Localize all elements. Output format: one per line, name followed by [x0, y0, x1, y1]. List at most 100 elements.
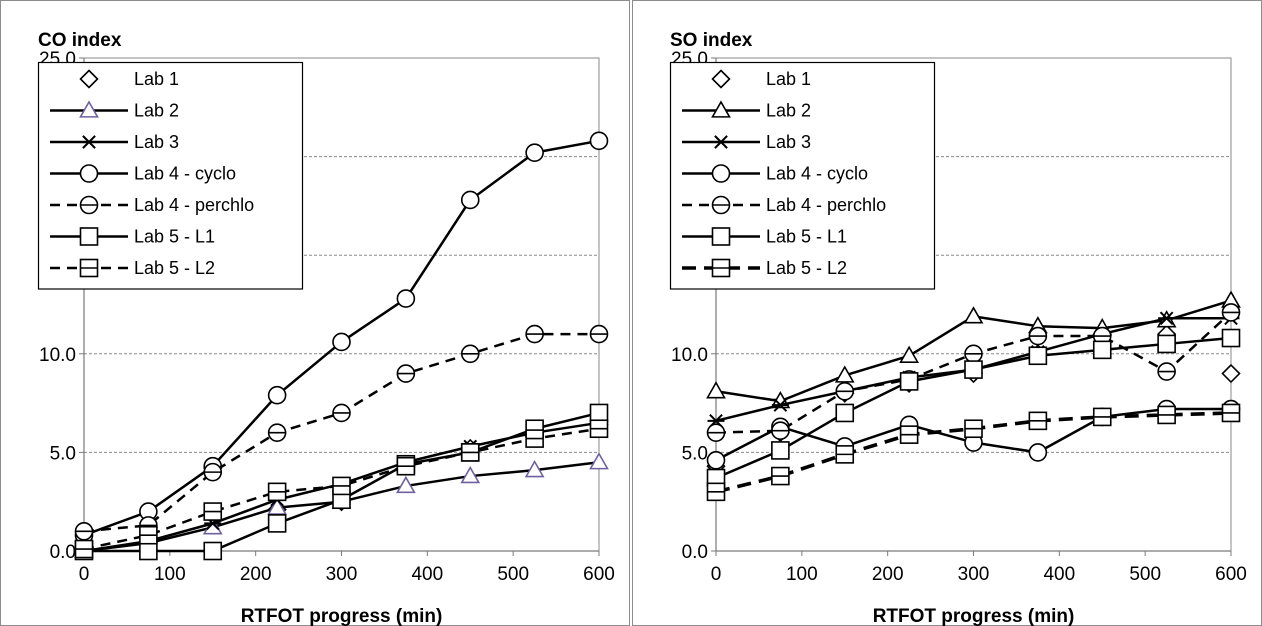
data-point-lab-5-l1	[835, 403, 855, 423]
legend-marker	[79, 195, 99, 215]
legend-label: Lab 3	[134, 132, 179, 152]
data-point-lab-4-perchlo	[1157, 362, 1176, 381]
data-point-lab-2	[460, 465, 481, 484]
data-point-lab-5-l2	[332, 476, 351, 496]
x-axis-title: RTFOT progress (min)	[873, 606, 1075, 626]
data-point-lab-4-perchlo	[1092, 326, 1112, 346]
x-tick-label: 600	[583, 564, 615, 585]
data-point-lab-4-perchlo	[835, 381, 855, 401]
legend-marker	[711, 164, 731, 183]
series-line-lab-5-l2	[83, 427, 600, 551]
x-axis-title: RTFOT progress (min)	[241, 606, 443, 626]
series-lab-5-l2	[706, 403, 1241, 502]
data-point-lab-5-l1	[1092, 340, 1112, 360]
data-point-lab-4-cyclo	[460, 190, 480, 210]
data-point-lab-5-l2	[267, 482, 287, 502]
data-point-lab-4-cyclo	[267, 385, 287, 405]
legend-label: Lab 2	[766, 101, 811, 121]
x-tick-label: 0	[79, 564, 90, 585]
data-point-lab-5-l2	[1028, 411, 1048, 431]
data-point-lab-4-perchlo	[74, 521, 94, 541]
y-tick-label: 5.0	[682, 443, 708, 464]
legend-marker	[79, 164, 99, 183]
legend-marker	[711, 195, 731, 215]
legend-marker	[80, 135, 98, 149]
y-tick-label: 10.0	[671, 345, 708, 366]
legend-item-lab-3: Lab 3	[50, 132, 179, 152]
data-point-lab-5-l2	[1221, 403, 1241, 423]
so-index-chart: 0.05.010.015.020.025.0010020030040050060…	[632, 0, 1262, 626]
legend-label: Lab 4 - cyclo	[134, 164, 236, 184]
legend-label: Lab 3	[766, 132, 811, 152]
data-point-lab-5-l2	[706, 482, 726, 502]
x-tick-label: 300	[326, 564, 358, 585]
data-point-lab-4-perchlo	[396, 364, 416, 383]
x-tick-label: 200	[872, 564, 904, 585]
data-point-lab-2	[589, 452, 609, 470]
x-tick-label: 100	[154, 564, 186, 585]
series-lab-4-cyclo	[74, 131, 609, 545]
legend-item-lab-5-l1: Lab 5 - L1	[682, 227, 847, 247]
legend-marker	[79, 258, 99, 278]
co-index-chart: 0.05.010.015.020.025.0010020030040050060…	[0, 0, 630, 626]
data-point-lab-5-l2	[771, 466, 790, 486]
legend-label: Lab 4 - perchlo	[766, 195, 886, 215]
data-point-lab-4-cyclo	[396, 289, 416, 308]
data-point-lab-5-l1	[899, 372, 919, 391]
series-lab-4-perchlo	[74, 324, 609, 541]
data-point-lab-3	[771, 398, 789, 412]
legend-label: Lab 5 - L1	[134, 227, 215, 247]
data-point-lab-5-l2	[460, 443, 480, 462]
legend: Lab 1 Lab 2 Lab 3 Lab 4 - cyclo Lab 4 - perc…	[37, 61, 304, 290]
y-tick-label: 0.0	[682, 542, 708, 563]
legend-label: Lab 1	[766, 69, 811, 89]
y-tick-label: 0.0	[50, 542, 76, 563]
data-point-lab-5-l1	[771, 441, 790, 460]
data-point-lab-2	[395, 475, 416, 494]
data-point-lab-1	[1221, 363, 1241, 384]
legend: Lab 1 Lab 2 Lab 3 Lab 4 - cyclo Lab 4 - perc…	[669, 61, 936, 290]
legend-item-lab-2: Lab 2	[682, 100, 811, 121]
data-point-lab-5-l2	[74, 539, 94, 559]
data-point-lab-4-perchlo	[1028, 326, 1048, 346]
legend-label: Lab 5 - L2	[766, 258, 847, 278]
data-point-lab-4-perchlo	[203, 462, 223, 482]
data-point-lab-4-cyclo	[525, 143, 544, 162]
data-point-lab-4-perchlo	[460, 344, 480, 364]
chart-title: CO index	[38, 30, 122, 51]
legend-item-lab-1: Lab 1	[79, 69, 179, 89]
data-point-lab-2	[834, 365, 855, 383]
legend-item-lab-4-cyclo: Lab 4 - cyclo	[50, 164, 236, 184]
chart-title: SO index	[670, 30, 753, 51]
data-point-lab-4-cyclo	[332, 332, 351, 352]
data-point-lab-5-l1	[1221, 328, 1241, 348]
legend-item-lab-4-perchlo: Lab 4 - perchlo	[682, 195, 886, 215]
data-point-lab-4-perchlo	[525, 324, 544, 344]
legend-item-lab-5-l2: Lab 5 - L2	[50, 258, 215, 278]
legend-item-lab-5-l2: Lab 5 - L2	[682, 258, 847, 278]
legend-item-lab-2: Lab 2	[50, 100, 179, 121]
data-point-lab-4-cyclo	[706, 450, 726, 470]
legend-marker	[712, 135, 730, 149]
legend-label: Lab 4 - cyclo	[766, 164, 868, 184]
data-point-lab-5-l2	[899, 425, 919, 444]
data-point-lab-4-perchlo	[706, 423, 726, 442]
data-point-lab-5-l2	[203, 502, 223, 521]
data-point-lab-4-perchlo	[332, 403, 351, 423]
data-point-lab-4-perchlo	[267, 423, 287, 442]
x-tick-label: 400	[1043, 564, 1075, 585]
legend-marker	[79, 100, 99, 118]
legend-label: Lab 5 - L1	[766, 227, 847, 247]
data-point-lab-4-cyclo	[589, 131, 609, 151]
series-lab-5-l2	[74, 419, 609, 559]
co-index-chart-panel: 0.05.010.015.020.025.0010020030040050060…	[0, 0, 630, 626]
data-point-lab-5-l1	[589, 403, 609, 423]
data-point-lab-5-l1	[203, 541, 223, 561]
data-point-lab-5-l1	[1028, 346, 1048, 366]
data-point-lab-5-l2	[396, 456, 416, 476]
data-point-lab-5-l1	[1157, 334, 1176, 354]
x-tick-label: 300	[958, 564, 990, 585]
legend-marker	[711, 258, 731, 278]
data-point-lab-4-perchlo	[1221, 303, 1241, 322]
legend-marker	[79, 227, 99, 246]
